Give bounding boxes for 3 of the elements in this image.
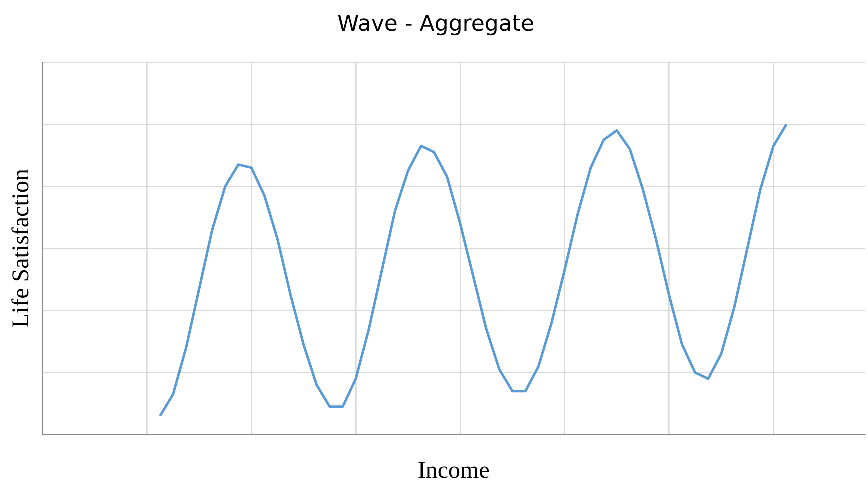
chart-title: Wave - Aggregate [338,12,534,37]
y-axis-title: Life Satisfaction [8,168,35,328]
x-axis-title: Income [418,458,490,484]
